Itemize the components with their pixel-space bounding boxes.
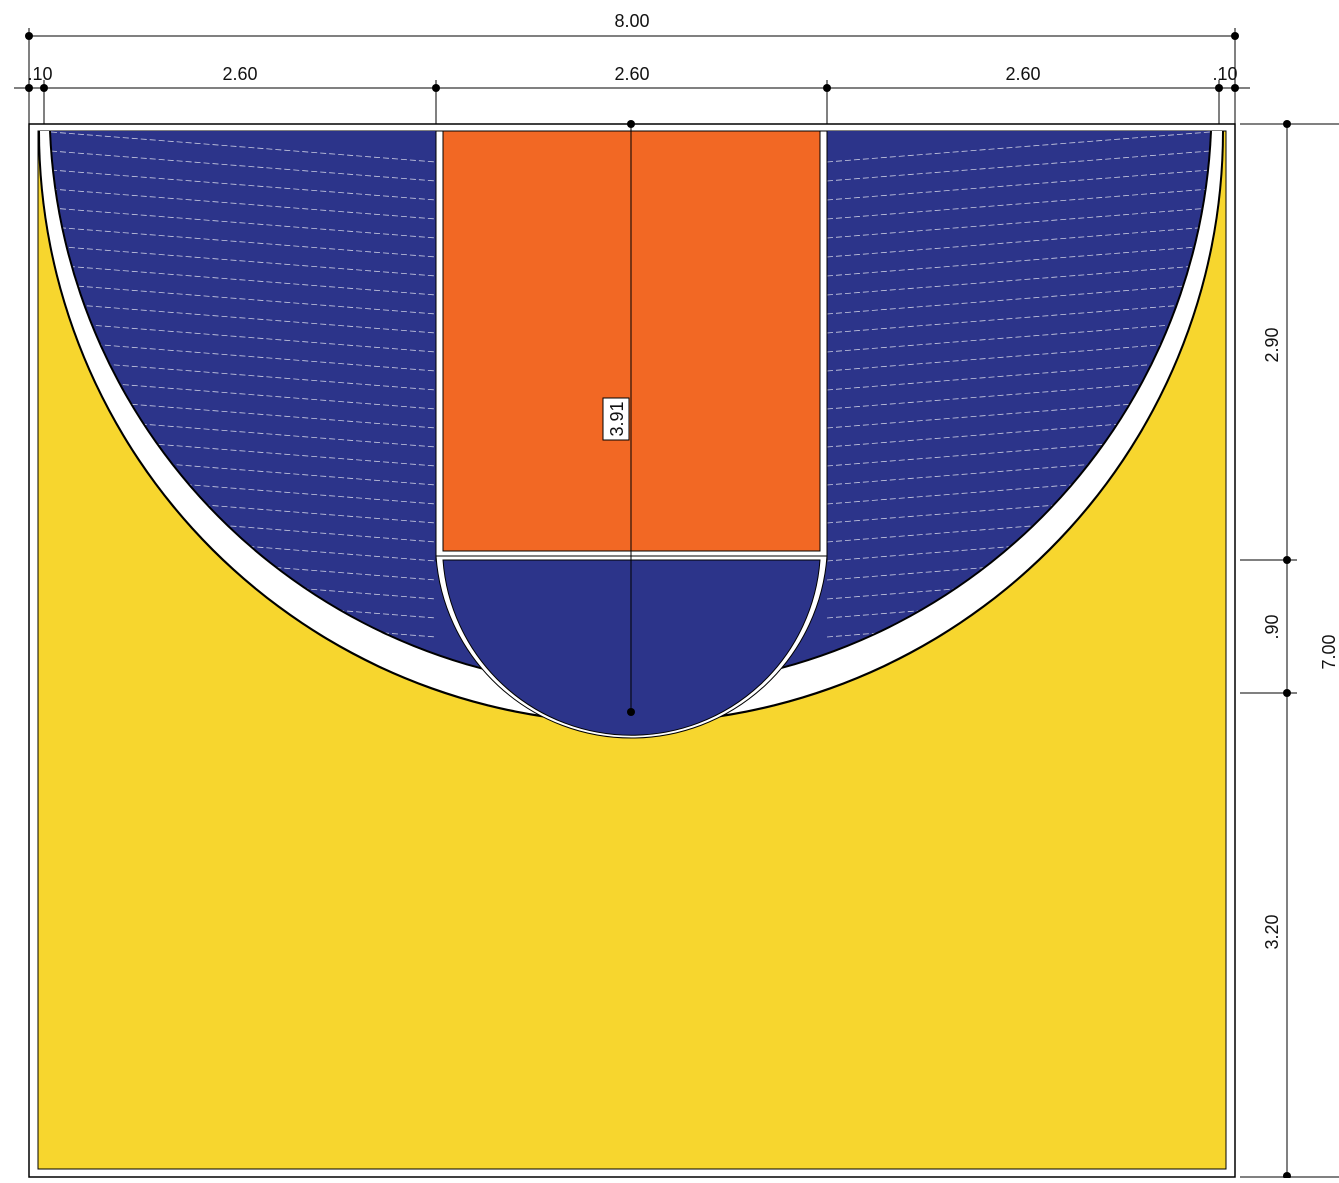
hatch-line bbox=[826, 302, 1210, 334]
hatch-line bbox=[51, 302, 437, 334]
hatch-line bbox=[51, 321, 437, 353]
hatch-line bbox=[51, 283, 437, 315]
radius-label: 3.91 bbox=[607, 401, 627, 436]
hatch-line bbox=[826, 321, 1210, 353]
radius-bottom-node bbox=[627, 708, 635, 716]
hatch-line bbox=[826, 359, 1210, 391]
hatch-line bbox=[826, 169, 1210, 201]
hatch-line bbox=[826, 150, 1210, 182]
dim-right-margin: .10 bbox=[1212, 64, 1237, 84]
dim-left-margin: .10 bbox=[27, 64, 52, 84]
hatch-line bbox=[51, 359, 437, 391]
right-segment-dimension bbox=[1240, 120, 1339, 1180]
hatch-line bbox=[51, 264, 437, 296]
hatch-line bbox=[51, 169, 437, 201]
radius-top-node bbox=[627, 120, 635, 128]
hatch-line bbox=[826, 207, 1210, 239]
dim-total-depth: 7.00 bbox=[1319, 634, 1339, 669]
hatch-line bbox=[51, 226, 437, 258]
hatch-line bbox=[826, 188, 1210, 220]
hatch-line bbox=[51, 150, 437, 182]
hatch-line bbox=[51, 131, 437, 163]
hatch-line bbox=[51, 340, 437, 372]
hatch-line bbox=[826, 264, 1210, 296]
hatch-line bbox=[826, 283, 1210, 315]
dim-total-width: 8.00 bbox=[614, 11, 649, 31]
dim-center-span: 2.60 bbox=[614, 64, 649, 84]
radius-label-box bbox=[602, 397, 630, 441]
hatch-line bbox=[51, 207, 437, 239]
hatch-line bbox=[826, 131, 1210, 163]
dim-top-depth: 2.90 bbox=[1262, 327, 1282, 362]
dim-bottom-depth: 3.20 bbox=[1262, 914, 1282, 949]
dim-arc-depth: .90 bbox=[1262, 614, 1282, 639]
hatch-line bbox=[51, 245, 437, 277]
dim-right-span: 2.60 bbox=[1005, 64, 1040, 84]
hatch-line bbox=[826, 245, 1210, 277]
hatch-line bbox=[51, 188, 437, 220]
top-segment-dimension bbox=[14, 80, 1250, 124]
hatch-line bbox=[826, 226, 1210, 258]
dim-left-span: 2.60 bbox=[222, 64, 257, 84]
hatch-line bbox=[826, 340, 1210, 372]
top-total-dimension bbox=[25, 28, 1239, 124]
